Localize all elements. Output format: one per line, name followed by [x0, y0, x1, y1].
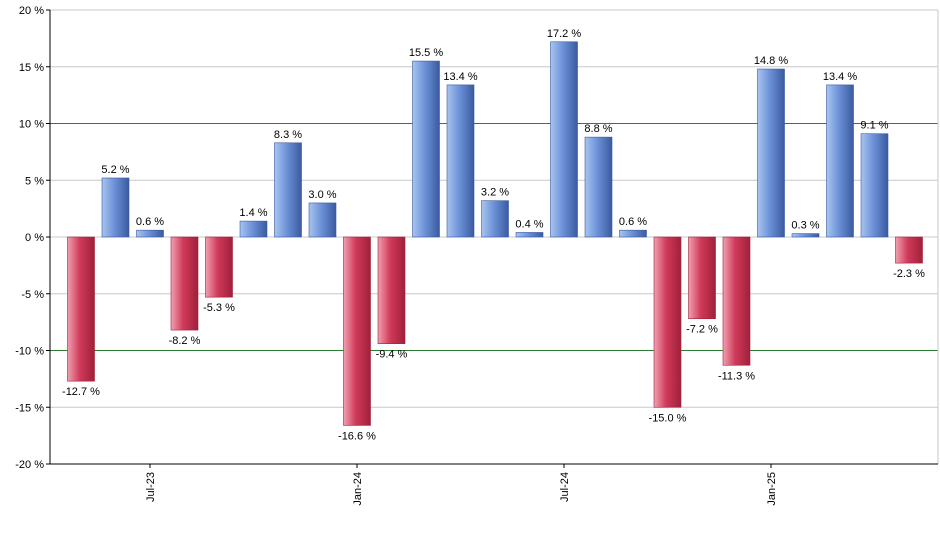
data-label: -15.0 % — [649, 412, 687, 424]
data-label: 15.5 % — [409, 47, 443, 59]
y-tick-label: 20 % — [19, 5, 44, 17]
bar — [757, 68, 785, 238]
data-label: -11.3 % — [718, 370, 755, 382]
data-label: -7.2 % — [686, 324, 718, 336]
data-label: -16.6 % — [338, 430, 376, 442]
y-tick-label: 10 % — [19, 119, 44, 131]
bar — [688, 236, 716, 320]
bar — [136, 229, 164, 238]
x-tick-label: Jan-24 — [352, 472, 364, 506]
y-tick-label: -10 % — [15, 346, 44, 358]
y-tick-label: 5 % — [25, 175, 44, 187]
bar — [101, 177, 130, 238]
y-tick-label: -15 % — [15, 402, 44, 414]
data-labels: -12.7 % 5.2 % 0.6 % -8.2 % -5.3 % 1.4 % 8.3 % 3… — [62, 28, 925, 443]
y-tick-label: 15 % — [19, 62, 44, 74]
bar — [412, 60, 440, 238]
bar — [515, 232, 544, 238]
bars — [67, 41, 923, 426]
bar — [170, 236, 199, 331]
data-label: -5.3 % — [203, 302, 235, 314]
bar — [481, 200, 509, 238]
bar — [550, 41, 578, 238]
data-label: 14.8 % — [754, 55, 788, 67]
data-label: -8.2 % — [169, 335, 201, 347]
bar — [826, 84, 854, 238]
data-label: 0.6 % — [619, 216, 647, 228]
data-label: 13.4 % — [443, 71, 477, 83]
data-label: -2.3 % — [893, 268, 925, 280]
x-tick-label: Jan-25 — [766, 472, 778, 506]
bar — [584, 136, 613, 238]
data-label: 17.2 % — [547, 28, 581, 40]
bar — [791, 233, 820, 238]
bar — [343, 236, 371, 426]
bar — [239, 220, 268, 238]
bar — [377, 236, 406, 344]
y-tick-label: 0 % — [25, 232, 44, 244]
data-label: 5.2 % — [101, 164, 129, 176]
bar — [67, 236, 95, 382]
data-label: -12.7 % — [62, 386, 100, 398]
bar — [653, 236, 682, 408]
data-label: 3.0 % — [308, 189, 336, 201]
bar — [722, 236, 751, 366]
bar — [308, 202, 337, 238]
x-tick-label: Jul-24 — [559, 472, 571, 502]
data-label: 3.2 % — [481, 187, 509, 199]
data-label: 0.3 % — [791, 220, 819, 232]
bar — [205, 236, 233, 298]
axes: -20 % -15 % -10 % -5 % 0 % 5 % 10 % 15 % 20 % Jul… — [15, 5, 938, 506]
y-tick-label: -20 % — [15, 459, 44, 471]
bar — [274, 142, 302, 238]
bar — [895, 236, 923, 264]
bar — [619, 229, 647, 238]
x-tick-label: Jul-23 — [145, 472, 157, 502]
data-label: 8.8 % — [584, 123, 612, 135]
data-label: 0.4 % — [515, 218, 543, 230]
data-label: 0.6 % — [136, 216, 164, 228]
data-label: 9.1 % — [860, 120, 888, 132]
bar — [860, 133, 889, 238]
data-label: 13.4 % — [823, 71, 857, 83]
data-label: 1.4 % — [239, 207, 267, 219]
y-tick-label: -5 % — [21, 289, 44, 301]
bar — [446, 84, 475, 238]
data-label: 8.3 % — [274, 129, 302, 141]
data-label: -9.4 % — [376, 349, 408, 361]
